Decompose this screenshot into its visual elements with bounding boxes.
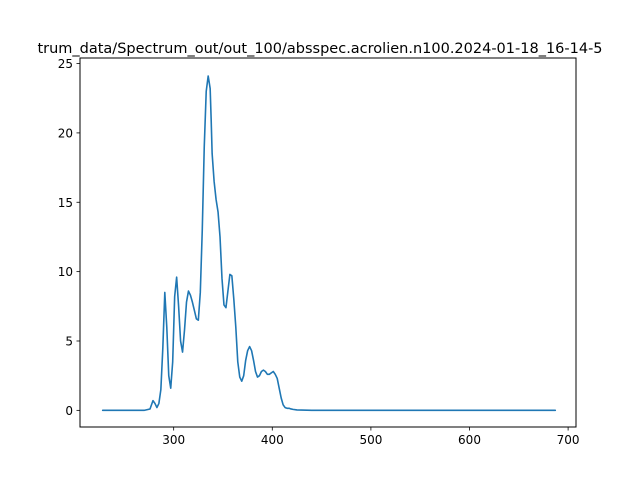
plot-area	[79, 57, 577, 428]
chart-title: trum_data/Spectrum_out/out_100/absspec.a…	[37, 41, 602, 57]
x-tick-label: 600	[458, 433, 481, 447]
x-tick-label: 500	[359, 433, 382, 447]
x-axis-ticks: 300 400 500 600 700	[162, 427, 580, 447]
y-tick-label: 0	[65, 404, 73, 418]
x-tick-label: 300	[162, 433, 185, 447]
spectrum-line	[101, 75, 557, 412]
axes-frame	[79, 57, 577, 428]
y-tick-label: 25	[58, 57, 73, 71]
y-tick-label: 10	[58, 265, 73, 279]
series-layer	[101, 75, 557, 412]
y-tick-label: 15	[58, 196, 73, 210]
x-tick-label: 700	[557, 433, 580, 447]
y-tick-label: 5	[65, 334, 73, 348]
y-tick-label: 20	[58, 126, 73, 140]
x-tick-label: 400	[261, 433, 284, 447]
y-axis-ticks: 0 5 10 15 20 25	[58, 57, 80, 418]
